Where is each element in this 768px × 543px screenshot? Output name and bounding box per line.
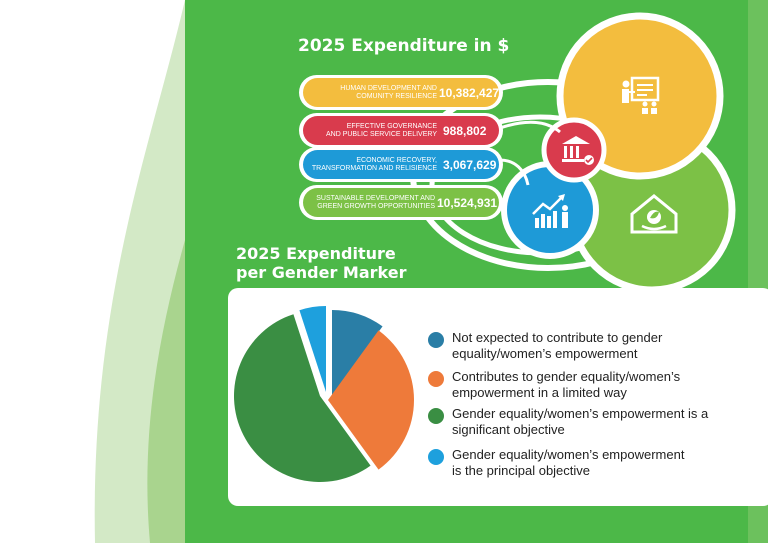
expenditure-row-human-development: HUMAN DEVELOPMENT AND COMUNITY RESILIENC… (299, 75, 503, 111)
legend-label: Gender equality/women’s empowerment is a… (452, 406, 709, 437)
pill-body (303, 78, 499, 107)
legend-dot (428, 332, 444, 348)
pie-slice-principal-objective (299, 306, 326, 392)
expenditure-title: 2025 Expenditure in $ (298, 36, 510, 56)
pill-value: 988,802 (443, 124, 487, 138)
mid-green-curve (147, 240, 185, 543)
expenditure-row-governance: EFFECTIVE GOVERNANCE AND PUBLIC SERVICE … (299, 113, 503, 149)
pill-label: HUMAN DEVELOPMENT AND COMUNITY RESILIENC… (309, 85, 437, 101)
legend-item-not-expected: Not expected to contribute to gender equ… (428, 330, 722, 362)
pill-value: 3,067,629 (443, 158, 497, 172)
teacher-icon (622, 76, 660, 114)
label-line1: HUMAN DEVELOPMENT AND (340, 85, 437, 92)
gender-title: 2025 Expenditure per Gender Marker (236, 244, 406, 282)
connector-red (499, 120, 561, 134)
label-line2: GREEN GROWTH OPPORTUNITIES (317, 203, 435, 210)
bank-icon (562, 136, 594, 165)
label-line1: SUSTAINABLE DEVELOPMENT AND (316, 195, 435, 202)
pill-body (303, 150, 499, 179)
green-home-icon (630, 194, 678, 234)
legend-item-principal-objective: Gender equality/women’s empowerment is t… (428, 447, 697, 479)
legend-label: Contributes to gender equality/women’s e… (452, 369, 681, 400)
connector-blue (499, 158, 530, 186)
legend-item-limited-way: Contributes to gender equality/women’s e… (428, 369, 697, 401)
legend-item-significant-objective: Gender equality/women’s empowerment is a… (428, 406, 722, 438)
expenditure-row-economic-recovery: ECONOMIC RECOVERY, TRANSFORMATION AND RE… (299, 147, 503, 183)
growth-chart-icon (532, 194, 568, 228)
label-line1: EFFECTIVE GOVERNANCE (346, 123, 437, 130)
pill-value: 10,524,931 (437, 196, 498, 210)
label-line2: TRANSFORMATION AND RELISIENCE (311, 165, 437, 172)
legend-label: Gender equality/women’s empowerment is t… (452, 447, 685, 478)
pie-slice-significant-objective (233, 314, 371, 482)
pie-slice-not-expected (332, 310, 383, 396)
pill-body (303, 116, 499, 145)
legend-dot (428, 449, 444, 465)
gender-title-line2: per Gender Marker (236, 263, 407, 282)
pill-value: 10,382,427 (439, 86, 500, 100)
label-line2: AND PUBLIC SERVICE DELIVERY (325, 131, 437, 138)
label-line1: ECONOMIC RECOVERY, (356, 157, 437, 164)
legend-label: Not expected to contribute to gender equ… (452, 330, 663, 361)
label-line2: COMUNITY RESILIENCE (356, 93, 437, 100)
gender-title-line1: 2025 Expenditure (236, 244, 396, 263)
pill-label: ECONOMIC RECOVERY, TRANSFORMATION AND RE… (307, 157, 437, 173)
pill-label: EFFECTIVE GOVERNANCE AND PUBLIC SERVICE … (309, 123, 437, 139)
expenditure-row-sustainable-development: SUSTAINABLE DEVELOPMENT AND GREEN GROWTH… (299, 185, 503, 221)
legend-dot (428, 408, 444, 424)
pie-slice-limited-way (328, 330, 414, 470)
pill-label: SUSTAINABLE DEVELOPMENT AND GREEN GROWTH… (301, 195, 435, 211)
pill-body (303, 188, 499, 217)
gender-pie-chart (233, 306, 414, 482)
legend-dot (428, 371, 444, 387)
